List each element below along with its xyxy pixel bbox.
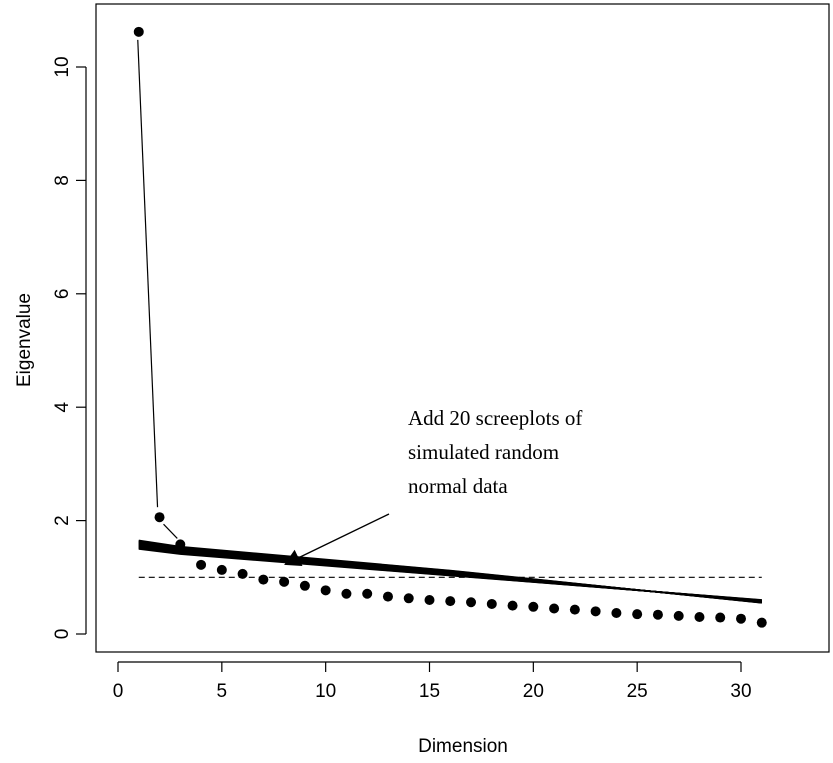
x-tick-label: 25 <box>627 681 648 702</box>
eigenvalue-point <box>549 603 560 614</box>
eigenvalue-point <box>632 609 643 620</box>
eigenvalue-point <box>466 597 477 608</box>
eigenvalue-point <box>569 604 580 615</box>
eigenvalue-point <box>320 585 331 596</box>
y-tick-label: 0 <box>52 629 73 640</box>
x-tick-label: 20 <box>523 681 544 702</box>
y-axis-label: Eigenvalue <box>14 293 35 387</box>
y-tick-label: 6 <box>52 289 73 300</box>
eigenvalue-point <box>175 539 186 550</box>
eigenvalue-point <box>694 611 705 622</box>
eigenvalue-point <box>736 613 746 624</box>
eigenvalue-point <box>216 564 227 575</box>
eigenvalue-point <box>424 594 435 605</box>
observed-line-segment <box>137 39 159 508</box>
eigenvalue-point <box>611 608 622 619</box>
eigenvalue-point <box>279 576 290 587</box>
y-tick-label: 4 <box>52 401 73 412</box>
eigenvalue-point <box>528 601 539 612</box>
annotation-arrow-line <box>291 513 390 562</box>
plot-area: 0 5 10 15 20 25 30 0 2 4 6 8 10 <box>52 3 830 702</box>
eigenvalue-point <box>341 588 352 599</box>
eigenvalue-point <box>715 612 726 623</box>
eigenvalue-point <box>299 580 310 591</box>
eigenvalue-point <box>590 606 601 617</box>
x-tick-label: 5 <box>217 681 228 702</box>
simulated-scree-line <box>138 539 762 604</box>
annotation: Add 20 screeplots of simulated random no… <box>408 406 582 498</box>
eigenvalue-point <box>382 591 393 602</box>
y-tick-label: 2 <box>52 515 73 526</box>
annotation-line-3: normal data <box>408 474 508 498</box>
x-tick-label: 30 <box>730 681 751 702</box>
x-tick-label: 15 <box>419 681 440 702</box>
eigenvalue-point <box>237 568 248 579</box>
eigenvalue-point <box>258 574 269 585</box>
y-tick-label: 10 <box>52 56 73 77</box>
eigenvalue-point <box>154 512 165 523</box>
eigenvalue-point <box>403 593 414 604</box>
annotation-line-2: simulated random <box>408 440 559 464</box>
observed-line-segment <box>163 523 178 539</box>
y-tick-label: 8 <box>52 175 73 186</box>
eigenvalue-point <box>133 26 144 37</box>
x-axis-label: Dimension <box>418 736 508 757</box>
plot-frame <box>95 3 830 653</box>
eigenvalue-point <box>652 609 663 620</box>
eigenvalue-point <box>445 596 456 607</box>
eigenvalue-point <box>196 559 207 570</box>
eigenvalue-point <box>486 598 497 609</box>
eigenvalue-point <box>362 588 373 599</box>
x-tick-label: 0 <box>113 681 124 702</box>
x-tick-label: 10 <box>315 681 336 702</box>
eigenvalue-point <box>507 600 518 611</box>
eigenvalue-point <box>756 617 767 628</box>
annotation-line-1: Add 20 screeplots of <box>408 406 582 430</box>
eigenvalue-point <box>673 610 684 621</box>
annotation-arrowhead <box>284 549 303 566</box>
